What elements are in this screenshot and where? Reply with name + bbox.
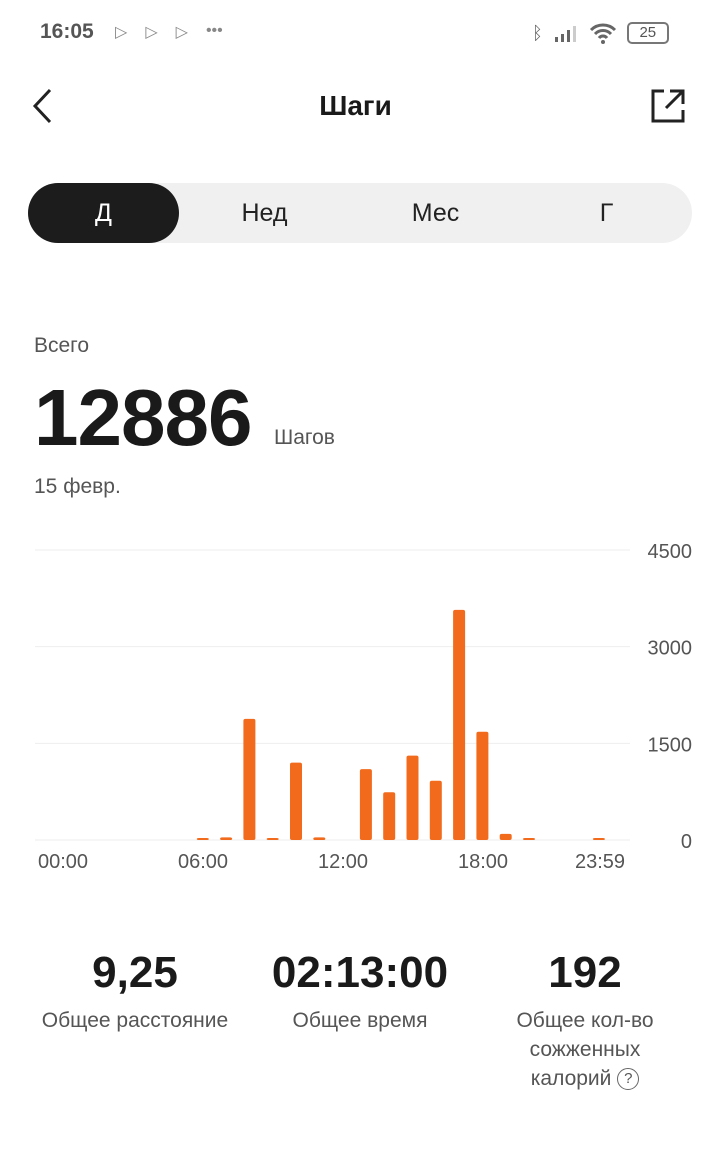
bar-hour-6[interactable]	[196, 838, 209, 840]
steps-chart: 4500 3000 1500 0 00:00 06:00 12:00 18:00 23:59	[35, 541, 693, 873]
bar-hour-17[interactable]	[453, 609, 466, 840]
x-tick-label: 12:00	[318, 851, 368, 873]
play-icon: ▷	[115, 24, 128, 41]
battery-icon: 25	[626, 22, 669, 44]
bar-hour-23[interactable]	[592, 838, 605, 840]
back-button[interactable]	[30, 88, 54, 124]
wifi-icon	[589, 23, 616, 44]
calories-label: Общее кол-во сожженных калорий	[516, 1009, 654, 1090]
more-notifications: •••	[205, 22, 223, 39]
total-label: Всего	[34, 334, 90, 357]
date-label: 15 февр.	[34, 475, 121, 498]
y-tick-label: 1500	[648, 734, 693, 756]
signal-icon	[554, 26, 576, 42]
bar-hour-13[interactable]	[359, 769, 372, 840]
y-tick-label: 3000	[648, 638, 693, 660]
y-tick-label: 0	[681, 831, 692, 853]
tab-year[interactable]: Г	[599, 199, 614, 227]
distance-value: 9,25	[92, 948, 178, 997]
bar-hour-8[interactable]	[243, 718, 256, 840]
calories-value: 192	[548, 948, 622, 997]
x-tick-label: 06:00	[178, 851, 228, 873]
bar-hour-20[interactable]	[523, 838, 535, 840]
x-tick-label: 23:59	[575, 851, 625, 873]
bluetooth-icon: ᛒ	[532, 22, 543, 43]
bar-hour-7[interactable]	[220, 837, 233, 840]
x-tick-label: 00:00	[38, 851, 88, 873]
period-tabs: Д Нед Мес Г	[28, 183, 692, 243]
tab-week[interactable]: Нед	[241, 199, 288, 227]
bar-hour-9[interactable]	[266, 838, 279, 840]
bar-hour-19[interactable]	[499, 833, 512, 840]
status-time: 16:05	[40, 20, 94, 43]
steps-unit: Шагов	[274, 426, 335, 449]
stat-calories: 192 Общее кол-во сожженных калорий ?	[465, 948, 705, 1093]
play-icon: ▷	[145, 24, 158, 41]
distance-label: Общее расстояние	[41, 1009, 229, 1032]
system-icons: ᛒ 25	[532, 22, 669, 44]
time-value: 02:13:00	[271, 948, 449, 997]
x-tick-label: 18:00	[458, 851, 508, 873]
page-title: Шаги	[319, 90, 392, 121]
total-steps: 12886	[34, 373, 252, 462]
help-icon[interactable]: ?	[617, 1068, 640, 1091]
stat-distance: 9,25 Общее расстояние	[15, 948, 255, 1035]
bar-hour-15[interactable]	[406, 755, 419, 840]
bar-hour-10[interactable]	[290, 762, 302, 840]
tab-month[interactable]: Мес	[411, 199, 460, 227]
tab-day[interactable]: Д	[28, 183, 179, 243]
stat-time: 02:13:00 Общее время	[240, 948, 480, 1035]
share-button[interactable]	[650, 88, 686, 124]
bar-hour-18[interactable]	[476, 731, 489, 840]
notification-icons: ▷ ▷ ▷ •••	[115, 22, 223, 42]
play-icon: ▷	[175, 24, 188, 41]
bar-hour-14[interactable]	[383, 792, 396, 840]
y-tick-label: 4500	[648, 541, 693, 563]
bar-hour-16[interactable]	[429, 780, 442, 840]
time-label: Общее время	[292, 1009, 428, 1032]
bar-hour-11[interactable]	[313, 837, 326, 840]
